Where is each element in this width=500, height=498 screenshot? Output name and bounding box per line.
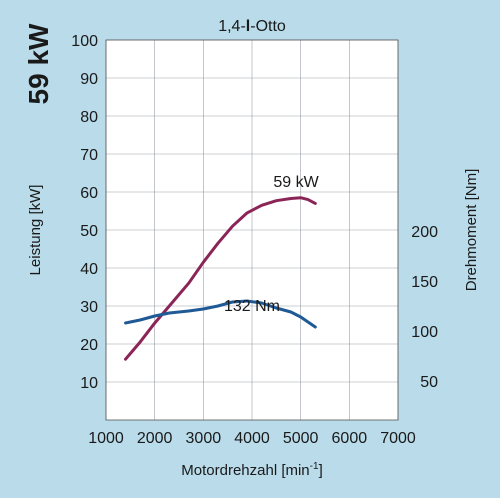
power-curve-line	[124, 196, 317, 361]
chart-title: 1,4-l-Otto	[218, 18, 286, 35]
y-left-tick-label: 80	[80, 109, 98, 126]
x-tick-label: 3000	[186, 430, 222, 447]
x-tick-label: 4000	[234, 430, 270, 447]
torque-curve-line	[124, 299, 317, 329]
y-left-tick-label: 40	[80, 261, 98, 278]
series-group	[124, 196, 317, 361]
y-axis-left-label: Leistung [kW]	[27, 185, 44, 276]
x-tick-label: 5000	[283, 430, 319, 447]
plot-border	[105, 39, 399, 421]
y-right-tick-label: 100	[411, 324, 438, 341]
power-curve-label: 59 kW	[273, 174, 319, 191]
y-axis-right-label: Drehmoment [Nm]	[463, 169, 480, 292]
grid	[105, 39, 399, 420]
x-axis-ticks: 1000 2000 3000 4000 5000 6000 7000	[88, 430, 416, 447]
x-tick-label: 6000	[332, 430, 368, 447]
y-axis-left-ticks: 10 20 30 40 50 60 70 80 90 100	[71, 33, 98, 392]
y-left-tick-label: 10	[80, 375, 98, 392]
y-axis-right-ticks: 50 100 150 200	[411, 224, 438, 391]
y-left-tick-label: 70	[80, 147, 98, 164]
y-left-tick-label: 90	[80, 71, 98, 88]
power-side-label: 59 kW	[23, 23, 54, 104]
y-left-tick-label: 30	[80, 299, 98, 316]
y-right-tick-label: 150	[411, 274, 438, 291]
y-left-tick-label: 50	[80, 223, 98, 240]
torque-curve-label: 132 Nm	[224, 298, 280, 315]
y-right-tick-label: 200	[411, 224, 438, 241]
y-right-tick-label: 50	[420, 374, 438, 391]
x-tick-label: 1000	[88, 430, 124, 447]
x-tick-label: 7000	[380, 430, 416, 447]
x-axis-label: Motordrehzahl [min-1]	[181, 461, 322, 479]
y-left-tick-label: 100	[71, 33, 98, 50]
y-left-tick-label: 20	[80, 337, 98, 354]
y-left-tick-label: 60	[80, 185, 98, 202]
x-tick-label: 2000	[137, 430, 173, 447]
